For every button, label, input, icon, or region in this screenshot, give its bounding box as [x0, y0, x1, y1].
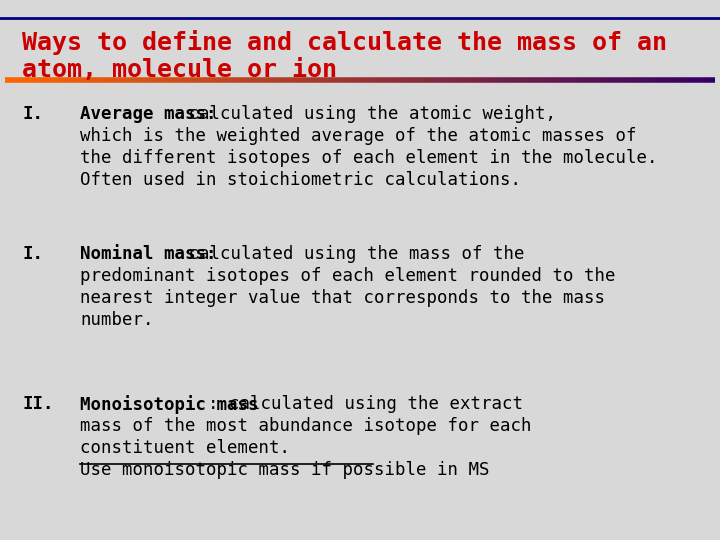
Text: number.: number.: [80, 311, 153, 329]
Text: nearest integer value that corresponds to the mass: nearest integer value that corresponds t…: [80, 289, 605, 307]
Text: Often used in stoichiometric calculations.: Often used in stoichiometric calculation…: [80, 171, 521, 189]
Text: Average mass:: Average mass:: [80, 105, 217, 123]
Text: II.: II.: [22, 395, 53, 413]
Text: Nominal mass:: Nominal mass:: [80, 245, 217, 263]
Text: I.: I.: [22, 245, 43, 263]
Text: Use monoisotopic mass if possible in MS: Use monoisotopic mass if possible in MS: [80, 461, 490, 479]
Text: Ways to define and calculate the mass of an: Ways to define and calculate the mass of…: [22, 30, 667, 55]
Text: calculated using the atomic weight,: calculated using the atomic weight,: [178, 105, 556, 123]
Text: Monoisotopic mass: Monoisotopic mass: [80, 395, 258, 414]
Text: I.: I.: [22, 105, 43, 123]
Text: calculated using the mass of the: calculated using the mass of the: [178, 245, 524, 263]
Text: : calculated using the extract: : calculated using the extract: [207, 395, 523, 413]
Text: constituent element.: constituent element.: [80, 439, 290, 457]
Text: which is the weighted average of the atomic masses of: which is the weighted average of the ato…: [80, 127, 636, 145]
Text: predominant isotopes of each element rounded to the: predominant isotopes of each element rou…: [80, 267, 616, 285]
Text: the different isotopes of each element in the molecule.: the different isotopes of each element i…: [80, 149, 657, 167]
Text: atom, molecule or ion: atom, molecule or ion: [22, 58, 337, 82]
Text: mass of the most abundance isotope for each: mass of the most abundance isotope for e…: [80, 417, 531, 435]
